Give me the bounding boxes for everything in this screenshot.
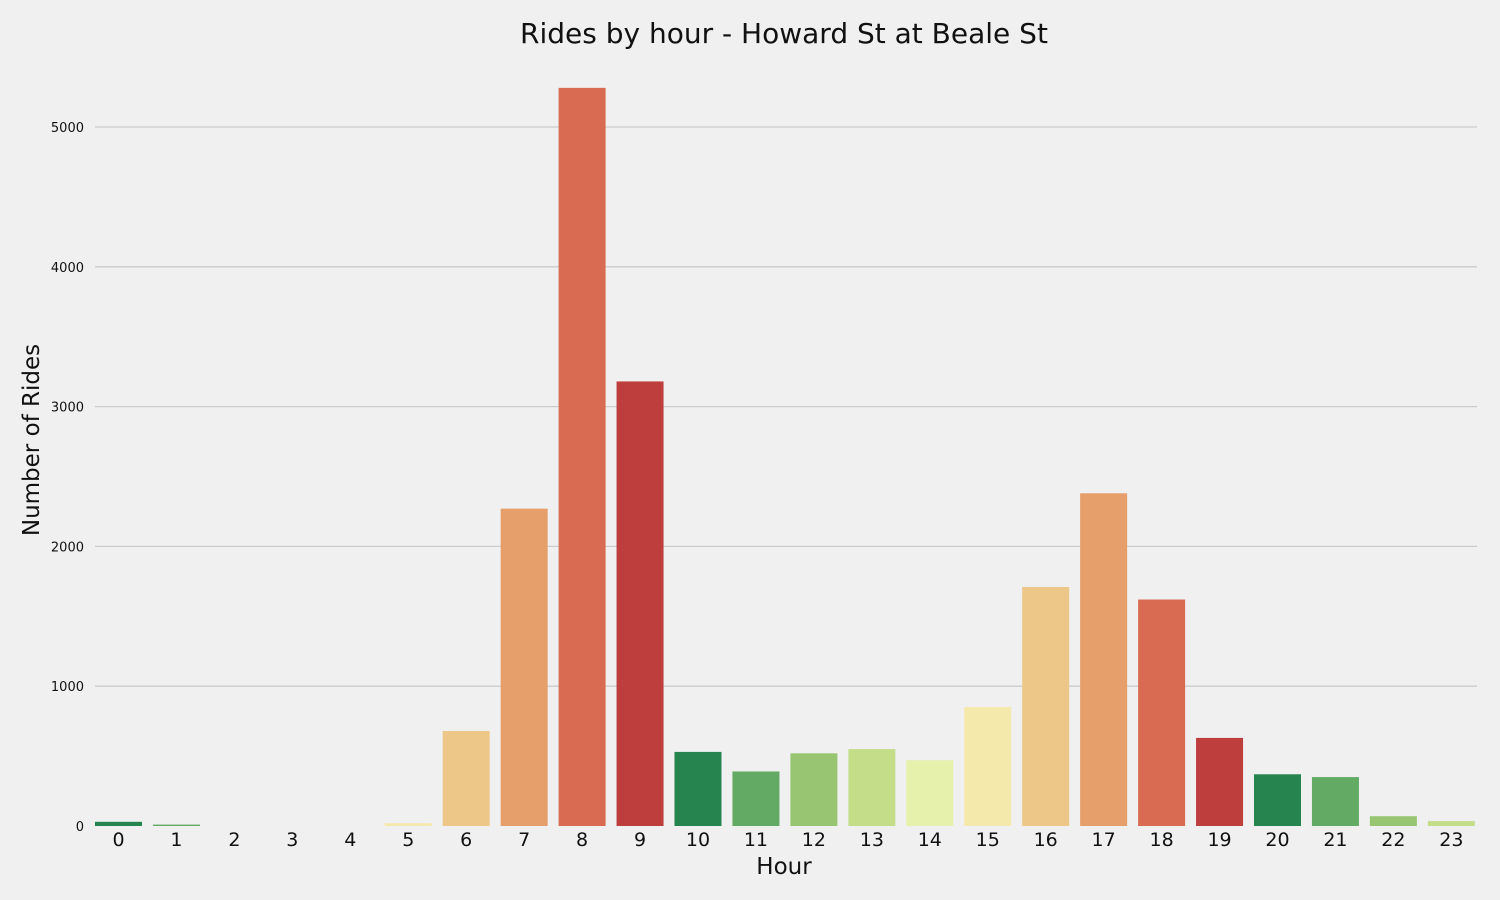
x-tick-label: 11 xyxy=(744,829,768,851)
bar-hour-14 xyxy=(906,760,954,826)
y-tick-label: 3000 xyxy=(51,401,84,416)
chart-title: Rides by hour - Howard St at Beale St xyxy=(520,17,1048,50)
bar-hour-0 xyxy=(95,821,142,826)
bar-hour-20 xyxy=(1254,774,1301,826)
x-tick-label: 16 xyxy=(1034,829,1058,851)
bar-hour-12 xyxy=(790,753,838,826)
bar-hour-17 xyxy=(1080,493,1128,826)
bar-hour-9 xyxy=(616,381,664,826)
bar-hour-5 xyxy=(384,823,432,826)
x-tick-label: 18 xyxy=(1150,829,1174,851)
bar-hour-23 xyxy=(1427,821,1475,826)
grid-lines xyxy=(95,126,1477,687)
x-tick-label: 23 xyxy=(1439,829,1463,851)
bar-hour-11 xyxy=(732,771,780,826)
x-tick-label: 22 xyxy=(1381,829,1405,851)
bar-hour-13 xyxy=(848,749,896,826)
x-tick-label: 6 xyxy=(460,829,472,851)
x-tick-label: 15 xyxy=(976,829,1000,851)
x-tick-label: 14 xyxy=(918,829,942,851)
x-tick-label: 8 xyxy=(576,829,588,851)
bar-hour-7 xyxy=(500,508,548,826)
bar-hour-16 xyxy=(1022,586,1070,826)
x-tick-label: 20 xyxy=(1265,829,1289,851)
x-tick-label: 5 xyxy=(402,829,414,851)
bar-hour-15 xyxy=(964,707,1012,826)
x-axis-ticks: 0 1 2 3 4 5 6 7 8 9 10 11 12 13 14 15 16 17 18 19 20 21 22 23 xyxy=(112,829,1463,851)
y-tick-label: 4000 xyxy=(51,261,84,276)
x-tick-label: 19 xyxy=(1207,829,1231,851)
x-tick-label: 9 xyxy=(634,829,646,851)
x-tick-label: 7 xyxy=(518,829,530,851)
x-tick-label: 12 xyxy=(802,829,826,851)
bar-hour-8 xyxy=(558,87,606,826)
x-tick-label: 21 xyxy=(1323,829,1347,851)
bar-hour-19 xyxy=(1196,737,1244,826)
bar-hour-22 xyxy=(1369,816,1417,826)
x-tick-label: 2 xyxy=(228,829,240,851)
x-tick-label: 13 xyxy=(860,829,884,851)
y-tick-label: 5000 xyxy=(51,121,84,136)
bar-hour-10 xyxy=(674,751,722,826)
x-tick-label: 3 xyxy=(286,829,298,851)
x-tick-label: 4 xyxy=(344,829,356,851)
x-tick-label: 10 xyxy=(686,829,710,851)
x-tick-label: 17 xyxy=(1092,829,1116,851)
y-tick-label: 0 xyxy=(76,820,84,835)
x-tick-label: 0 xyxy=(112,829,124,851)
y-axis-label: Number of Rides xyxy=(19,344,45,536)
y-tick-label: 1000 xyxy=(51,680,84,695)
bar-hour-18 xyxy=(1138,599,1186,826)
y-tick-label: 2000 xyxy=(51,540,84,555)
bar-hour-1 xyxy=(152,824,200,826)
y-axis-ticks: 0 1000 2000 3000 4000 5000 xyxy=(51,121,84,835)
bar-hour-6 xyxy=(442,730,490,826)
bar-hour-21 xyxy=(1311,777,1359,826)
bars xyxy=(95,87,1475,826)
x-tick-label: 1 xyxy=(170,829,182,851)
x-axis-label: Hour xyxy=(756,854,812,880)
